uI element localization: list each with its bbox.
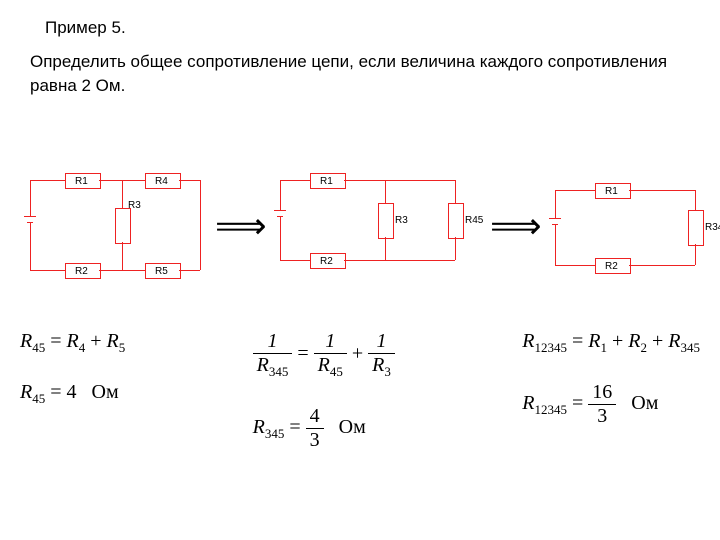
label-r4: R4 [155, 176, 168, 187]
eq-r12345-val: R12345 = 163 Ом [522, 381, 700, 428]
equation-column-1: R45 = R4 + R5 R45 = 4 Ом [20, 330, 125, 477]
resistor-r45 [448, 203, 464, 239]
problem-statement: Определить общее сопротивление цепи, есл… [30, 50, 690, 98]
label-r345: R345 [705, 222, 720, 233]
arrow-2: ⟹ [490, 205, 542, 247]
label-r1-3: R1 [605, 186, 618, 197]
label-r2: R2 [75, 266, 88, 277]
resistor-r3-2 [378, 203, 394, 239]
equation-column-3: R12345 = R1 + R2 + R345 R12345 = 163 Ом [522, 330, 700, 477]
circuit-diagrams: R1 R4 R2 R5 R3 ⟹ R1 [10, 160, 710, 310]
equations-area: R45 = R4 + R5 R45 = 4 Ом 1R345 = 1R45 + … [20, 330, 700, 477]
circuit-2: R1 R2 R3 R45 [265, 160, 465, 280]
label-r1-2: R1 [320, 176, 333, 187]
eq-r12345-expr: R12345 = R1 + R2 + R345 [522, 330, 700, 356]
equation-column-2: 1R345 = 1R45 + 1R3 R345 = 43 Ом [253, 330, 395, 477]
arrow-1: ⟹ [215, 205, 267, 247]
label-r3: R3 [128, 200, 141, 211]
label-r5: R5 [155, 266, 168, 277]
label-r2-3: R2 [605, 261, 618, 272]
resistor-r345 [688, 210, 704, 246]
circuit-1: R1 R4 R2 R5 R3 [10, 160, 205, 290]
circuit-3: R1 R2 R345 [540, 170, 710, 280]
label-r2-2: R2 [320, 256, 333, 267]
label-r45: R45 [465, 215, 483, 226]
resistor-r3 [115, 208, 131, 244]
eq-r345-val: R345 = 43 Ом [253, 405, 395, 452]
example-title: Пример 5. [45, 18, 126, 38]
eq-r45-val: R45 = 4 Ом [20, 381, 125, 407]
eq-r345-expr: 1R345 = 1R45 + 1R3 [253, 330, 395, 380]
label-r3-2: R3 [395, 215, 408, 226]
eq-r45-expr: R45 = R4 + R5 [20, 330, 125, 356]
label-r1: R1 [75, 176, 88, 187]
